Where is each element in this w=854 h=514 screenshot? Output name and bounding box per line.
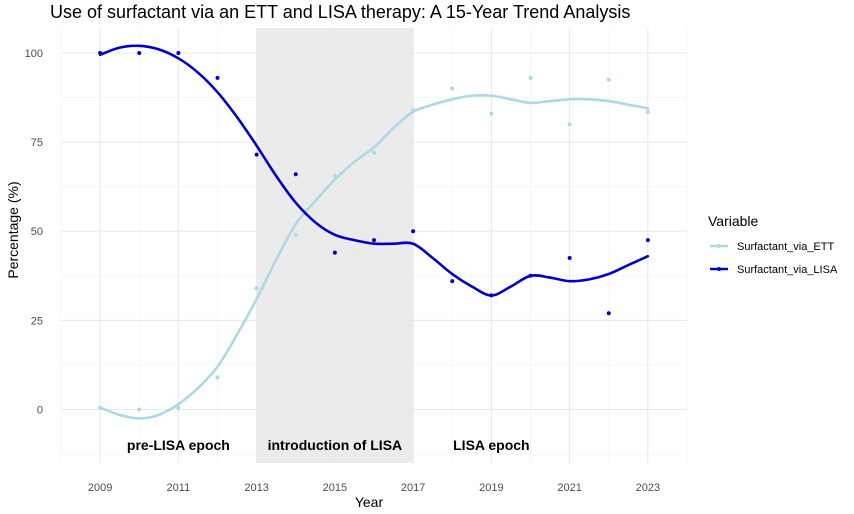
chart-title: Use of surfactant via an ETT and LISA th… <box>50 2 630 22</box>
legend-label: Surfactant_via_LISA <box>737 264 838 276</box>
legend-label: Surfactant_via_ETT <box>737 241 834 253</box>
x-tick-label: 2011 <box>167 482 191 494</box>
series-2-point <box>137 50 142 55</box>
series-2-point <box>606 311 611 316</box>
series-1-point <box>372 150 376 155</box>
series-2-point <box>645 238 650 243</box>
epoch-annotations: pre-LISA epoch introduction of LISA LISA e… <box>127 437 530 453</box>
series-1-point <box>645 109 650 114</box>
x-tick-label: 2015 <box>323 482 347 494</box>
series-2-point <box>528 273 533 278</box>
series-2-point <box>293 172 298 177</box>
series-1-point <box>293 232 298 237</box>
series-line-2 <box>98 44 650 297</box>
series-2-point <box>215 75 220 80</box>
series-1-point <box>98 405 103 410</box>
series-2-point <box>98 50 103 55</box>
x-tick-label: 2023 <box>636 482 660 494</box>
y-tick-label: 75 <box>31 137 43 149</box>
x-tick-label: 2019 <box>479 482 503 494</box>
grid-minor <box>60 28 688 463</box>
x-tick-label: 2021 <box>557 482 581 494</box>
x-tick-label: 2013 <box>244 482 268 494</box>
series-1-point <box>606 77 611 82</box>
series-1-point <box>411 108 416 113</box>
epoch-label: LISA epoch <box>453 437 530 453</box>
y-axis-title: Percentage (%) <box>5 181 21 278</box>
series-1-point <box>176 405 181 410</box>
series-2-point <box>254 152 259 157</box>
series-1-point <box>332 173 337 178</box>
legend-title: Variable <box>708 213 759 229</box>
series-1-point <box>450 86 455 91</box>
series-1-point <box>254 286 259 291</box>
series-1-point <box>528 75 533 80</box>
y-tick-label: 50 <box>31 226 43 238</box>
grid-major <box>61 28 687 463</box>
series-1-point <box>567 122 572 127</box>
legend-swatch-point <box>717 267 721 271</box>
series-2-point <box>372 238 376 243</box>
data-points <box>98 50 650 412</box>
series-2-point <box>176 50 181 55</box>
x-tick-label: 2017 <box>401 482 425 494</box>
series-1-point <box>137 407 142 412</box>
series-2-point <box>411 229 416 234</box>
series-2-point <box>489 293 494 298</box>
x-axis-title: Year <box>355 494 384 510</box>
y-tick-label: 25 <box>31 315 43 327</box>
series-2-point <box>450 279 455 284</box>
epoch-label: pre-LISA epoch <box>127 437 230 453</box>
y-tick-label: 0 <box>37 405 43 417</box>
x-tick-label: 2009 <box>88 482 112 494</box>
series-1-point <box>489 111 494 116</box>
x-tick-labels: 2009 2011 2013 2015 2017 2019 2021 2023 <box>88 482 660 494</box>
series-2-point <box>567 255 572 260</box>
y-tick-labels: 0 25 50 75 100 <box>25 48 43 417</box>
legend: Variable Surfactant_via_ETT Surfactant_vi… <box>708 213 838 276</box>
series-line-1 <box>98 94 650 420</box>
y-tick-label: 100 <box>25 48 43 60</box>
series-2-point <box>332 250 337 255</box>
series-1-point <box>215 375 220 380</box>
legend-swatch-point <box>717 244 721 248</box>
smooth-lines <box>98 44 650 420</box>
epoch-label: introduction of LISA <box>268 437 403 453</box>
